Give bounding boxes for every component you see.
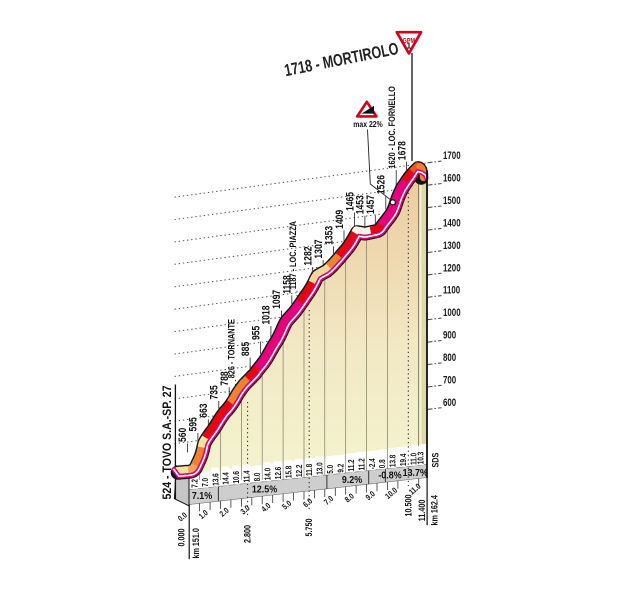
svg-text:663: 663	[198, 403, 210, 418]
svg-text:826 - TORNANTE: 826 - TORNANTE	[225, 319, 236, 379]
svg-text:14.0: 14.0	[263, 468, 273, 480]
svg-text:15.8: 15.8	[284, 466, 294, 478]
svg-text:1453: 1453	[355, 195, 367, 215]
svg-text:600: 600	[443, 397, 456, 410]
svg-text:10.500: 10.500	[404, 494, 414, 516]
svg-text:km 151.0: km 151.0	[191, 528, 201, 559]
svg-text:12.5%: 12.5%	[252, 484, 278, 496]
svg-text:14.4: 14.4	[221, 472, 231, 484]
svg-text:11.400: 11.400	[417, 499, 427, 521]
svg-text:13.8: 13.8	[388, 455, 398, 467]
svg-text:GPM: GPM	[403, 38, 415, 46]
svg-text:1100: 1100	[443, 285, 460, 298]
svg-text:1200: 1200	[443, 262, 461, 275]
svg-text:0.8: 0.8	[377, 459, 387, 468]
svg-text:max 22%: max 22%	[353, 120, 383, 130]
svg-text:13.0: 13.0	[315, 462, 325, 474]
svg-text:7.0: 7.0	[200, 478, 210, 487]
svg-text:735: 735	[209, 385, 221, 400]
svg-text:800: 800	[443, 352, 456, 365]
svg-text:5.0: 5.0	[325, 465, 335, 474]
svg-text:8.0: 8.0	[252, 473, 262, 482]
svg-text:1018: 1018	[261, 305, 273, 325]
svg-text:1187 - LOC. PIAZZA: 1187 - LOC. PIAZZA	[287, 221, 298, 289]
svg-text:560: 560	[177, 427, 189, 442]
svg-text:12.2: 12.2	[294, 465, 304, 477]
svg-text:1678: 1678	[396, 141, 408, 161]
svg-text:13.7%: 13.7%	[403, 467, 429, 479]
svg-text:SDS: SDS	[431, 452, 441, 467]
svg-text:0.000: 0.000	[177, 528, 187, 546]
svg-text:1409: 1409	[334, 209, 346, 229]
svg-text:11.0: 11.0	[409, 453, 419, 465]
svg-text:1457: 1457	[365, 194, 377, 214]
svg-text:-0.8%: -0.8%	[378, 470, 402, 482]
svg-text:9.2: 9.2	[336, 464, 346, 473]
svg-text:1158: 1158	[282, 275, 294, 294]
svg-text:955: 955	[250, 325, 262, 340]
svg-text:2.800: 2.800	[243, 525, 253, 543]
svg-text:11.2: 11.2	[357, 458, 367, 470]
svg-text:885: 885	[240, 341, 252, 356]
svg-text:10.6: 10.6	[231, 471, 241, 483]
svg-text:-2.4: -2.4	[367, 458, 377, 469]
svg-text:1307: 1307	[313, 239, 325, 259]
svg-text:7.2: 7.2	[190, 479, 200, 488]
svg-text:1500: 1500	[443, 195, 461, 208]
svg-text:1620 - LOC. FORNELLO: 1620 - LOC. FORNELLO	[386, 86, 397, 169]
svg-text:1400: 1400	[443, 217, 461, 230]
svg-text:13.6: 13.6	[211, 473, 221, 485]
svg-text:11.2: 11.2	[346, 459, 356, 471]
svg-text:9.2%: 9.2%	[342, 474, 363, 486]
svg-text:5.750: 5.750	[304, 518, 314, 536]
svg-text:900: 900	[443, 329, 456, 342]
svg-text:11.8: 11.8	[304, 464, 314, 476]
svg-text:595: 595	[188, 417, 200, 432]
svg-text:19.4: 19.4	[398, 454, 408, 466]
svg-text:1: 1	[407, 42, 412, 51]
svg-text:7.1%: 7.1%	[192, 491, 213, 503]
svg-text:11.4: 11.4	[242, 470, 252, 482]
svg-text:788: 788	[219, 371, 231, 386]
svg-text:1300: 1300	[443, 240, 461, 253]
svg-text:524 - TOVO S.A.-SP. 27: 524 - TOVO S.A.-SP. 27	[162, 385, 175, 499]
svg-text:1282: 1282	[303, 246, 315, 266]
svg-text:km 162.4: km 162.4	[430, 495, 440, 526]
svg-text:1097: 1097	[271, 289, 283, 309]
svg-text:1465: 1465	[344, 191, 356, 211]
svg-text:1000: 1000	[443, 307, 461, 320]
svg-text:1526: 1526	[376, 175, 388, 195]
svg-text:12.6: 12.6	[273, 467, 283, 479]
svg-text:1353: 1353	[323, 225, 335, 245]
svg-text:1700: 1700	[443, 150, 461, 163]
svg-text:10.3: 10.3	[416, 452, 426, 464]
svg-text:700: 700	[443, 374, 456, 387]
svg-text:1600: 1600	[443, 172, 461, 185]
